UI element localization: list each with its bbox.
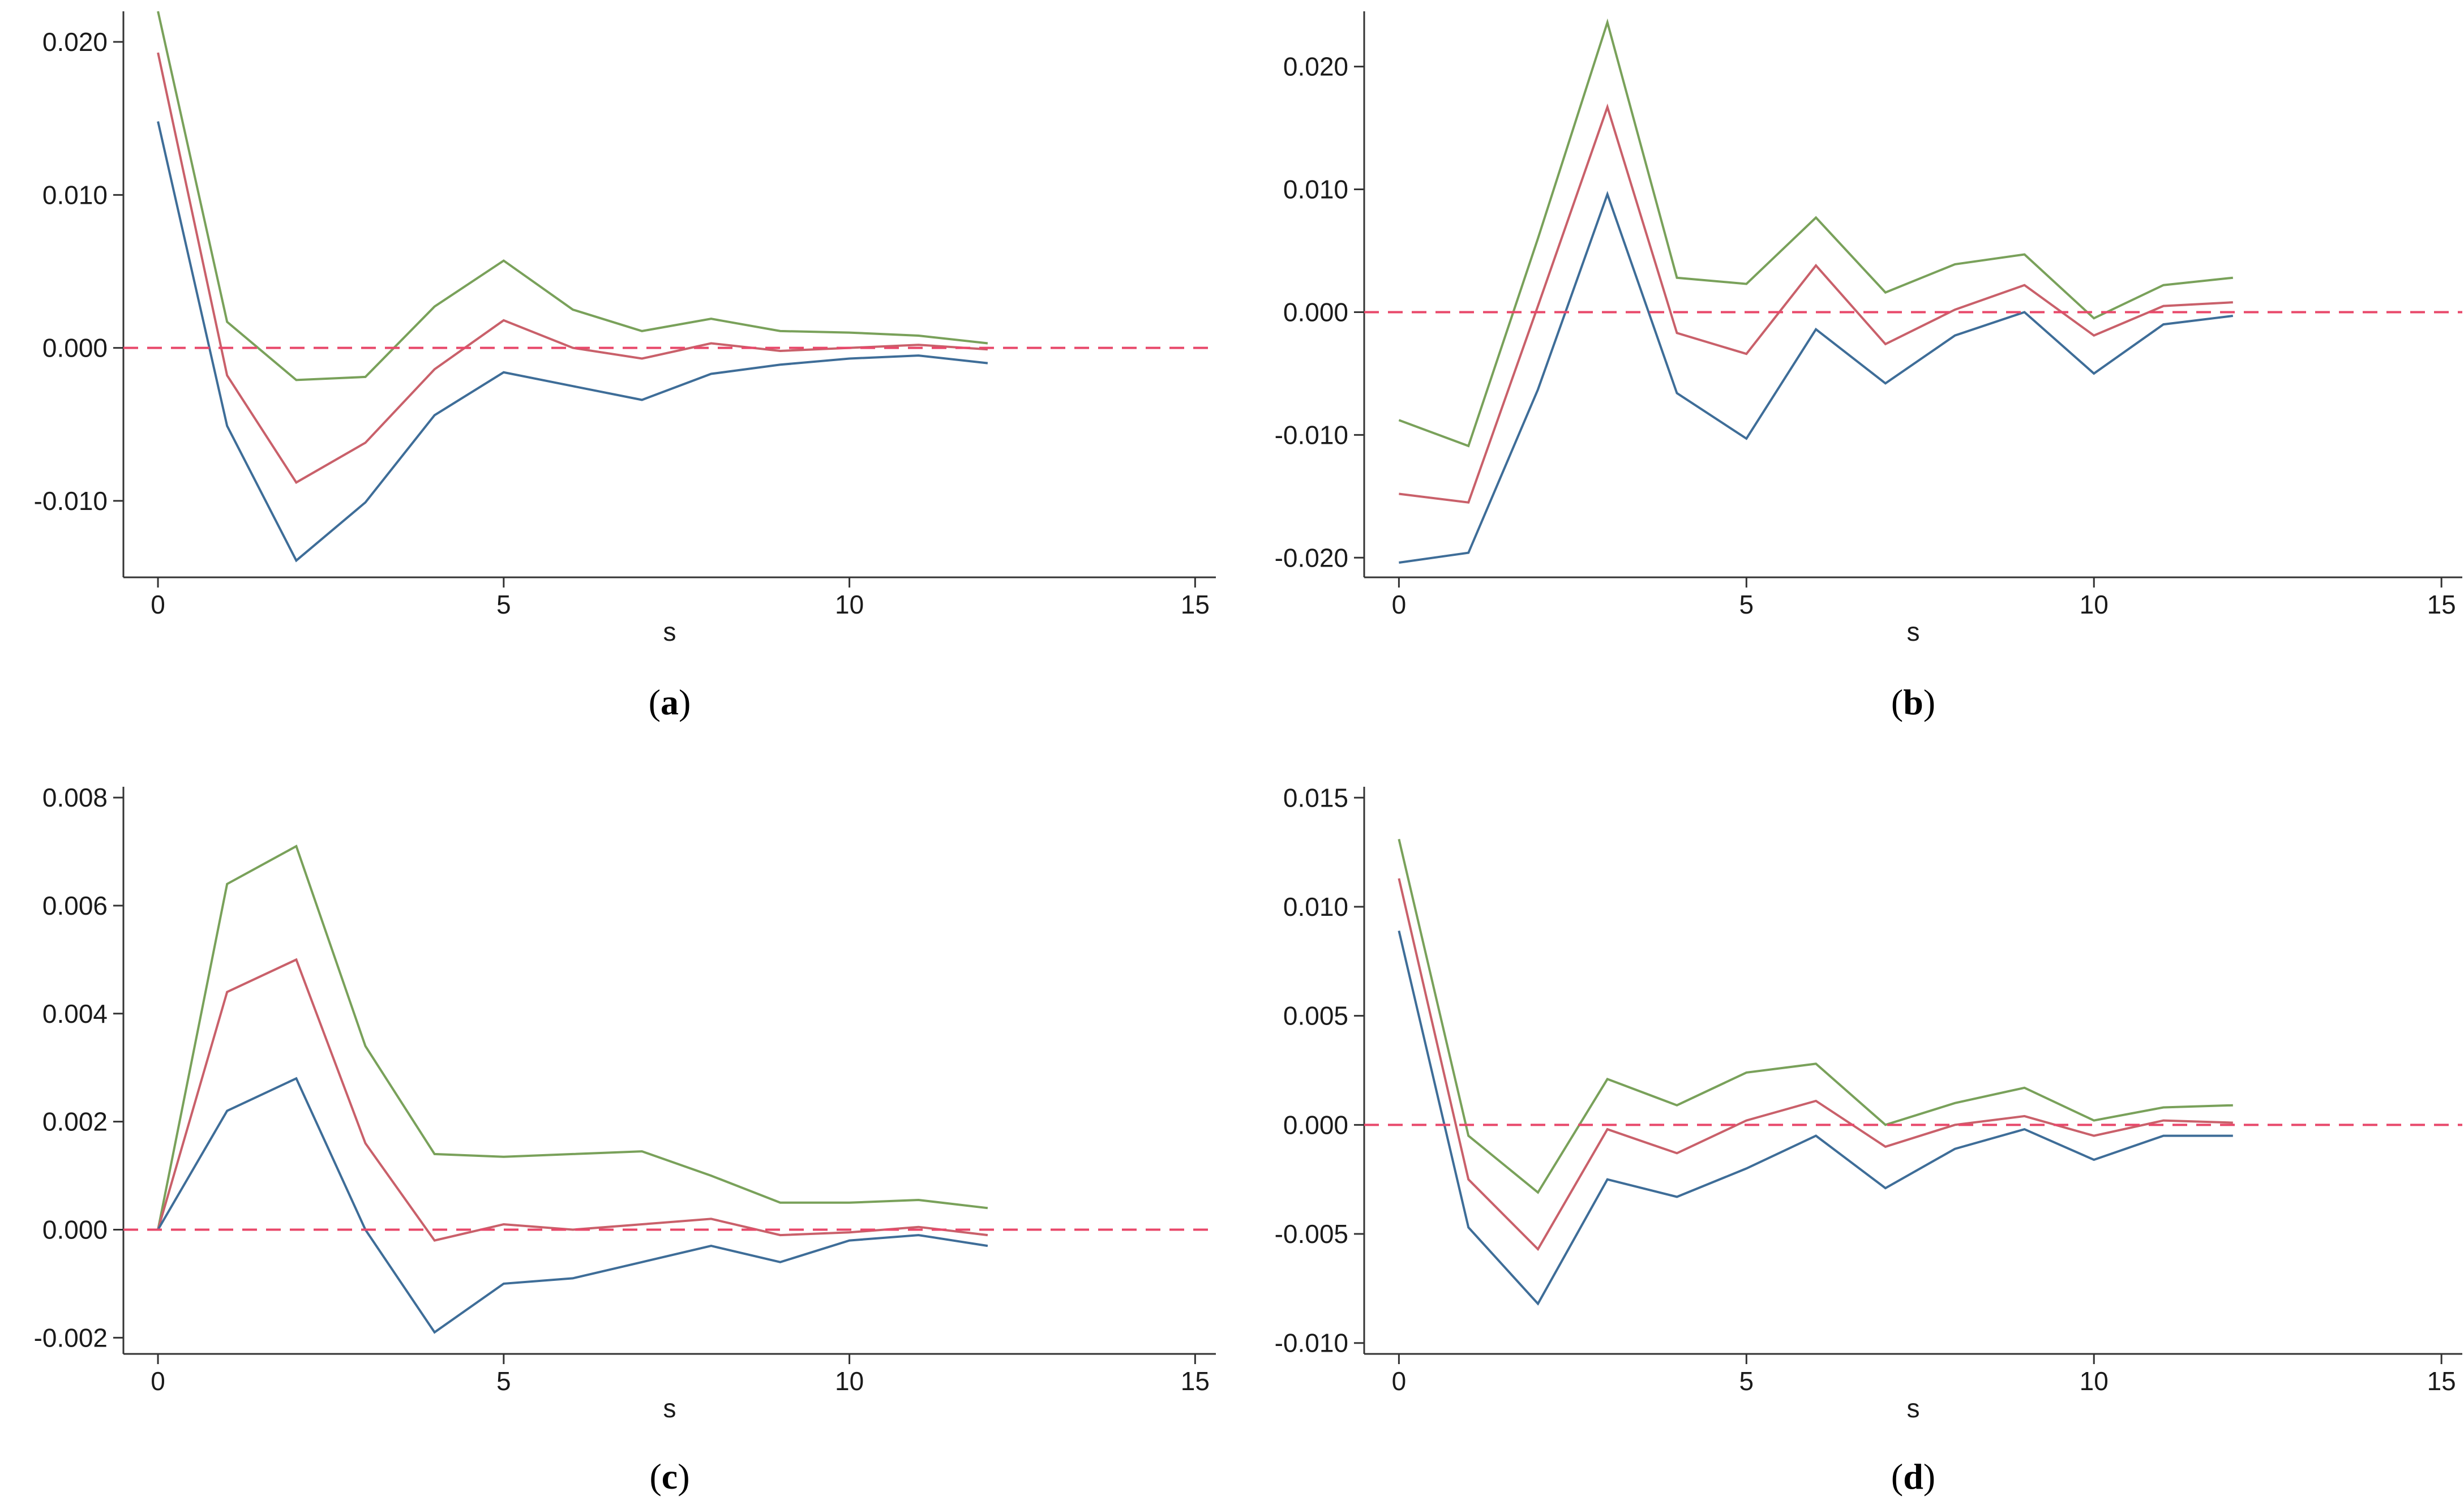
x-tick-label: 15 [2427,590,2456,619]
x-tick-label: 5 [1739,1366,1754,1396]
x-tick-label: 5 [496,1366,511,1396]
y-tick-label: -0.010 [1275,1328,1348,1358]
x-tick-label: 15 [1181,1366,1210,1396]
x-tick-label: 10 [835,1366,864,1396]
y-tick-label: 0.020 [1283,52,1348,82]
panel-caption-letter: a [661,682,679,722]
series-line-estimate [1399,103,2233,504]
x-tick-label: 0 [151,590,165,619]
y-tick-label: 0.000 [42,333,108,363]
y-tick-label: 0.000 [1283,1110,1348,1139]
y-tick-label: 0.005 [1283,1001,1348,1031]
panel-caption: (d) [1891,1456,1935,1497]
y-tick-label: -0.010 [34,486,108,516]
y-tick-label: -0.002 [34,1323,108,1352]
series-line-upper [1398,839,2233,1194]
y-tick-label: 0.000 [1283,297,1348,327]
y-tick-label: 0.004 [42,999,108,1028]
y-tick-label: 0.002 [42,1107,108,1137]
chart-panel-d: -0.010 -0.005 0.000 0.005 0.010 0.015 0 5 10 15 s (… [1275,783,2462,1497]
x-tick-label: 15 [2427,1366,2456,1396]
chart-panel-a: -0.010 0.000 0.010 0.020 0 5 10 15 s (a) [34,11,1216,722]
panel-caption-letter: d [1903,1456,1923,1497]
y-tick-label: 0.010 [1283,175,1348,204]
x-tick-label: 10 [2080,1366,2109,1396]
panel-caption-letter: c [662,1456,678,1497]
panel-caption-letter: b [1903,682,1923,722]
panel-caption: (a) [649,682,691,722]
y-tick-label: 0.020 [42,27,108,57]
series-line-upper [157,844,988,1230]
x-axis-title: s [1907,617,1920,646]
y-tick-label: -0.005 [1275,1219,1348,1249]
series-line-lower [1398,930,2233,1306]
x-tick-label: 5 [1739,590,1754,619]
series-line-estimate [1398,878,2233,1251]
y-tick-label: 0.010 [1283,892,1348,921]
y-tick-label: -0.020 [1275,543,1348,572]
series-line-lower [1399,191,2234,564]
x-tick-label: 0 [1392,590,1407,619]
y-tick-label: -0.010 [1275,420,1348,449]
x-axis-title: s [663,1394,676,1423]
x-tick-label: 15 [1181,590,1210,619]
y-tick-label: 0.010 [42,180,108,209]
chart-panel-b: -0.020 -0.010 0.000 0.010 0.020 0 5 10 15 s (b) [1275,11,2462,722]
x-tick-label: 10 [2080,590,2109,619]
y-tick-label: 0.000 [42,1215,108,1245]
series-line-lower [157,1077,988,1334]
series-line-upper [1398,18,2234,448]
series-line-lower [157,121,988,563]
y-tick-label: 0.006 [42,891,108,920]
series-line-upper [157,11,988,381]
panel-caption: (c) [649,1456,689,1497]
x-tick-label: 10 [835,590,864,619]
y-tick-label: 0.008 [42,783,108,812]
x-axis-title: s [1907,1394,1920,1423]
x-axis-title: s [663,617,676,646]
series-line-estimate [157,52,988,485]
chart-panel-c: -0.002 0.000 0.002 0.004 0.006 0.008 0 5 10 15 s (c… [34,783,1216,1497]
x-tick-label: 0 [1392,1366,1407,1396]
x-tick-label: 5 [496,590,511,619]
series-line-estimate [157,958,988,1242]
x-tick-label: 0 [151,1366,165,1396]
y-tick-label: 0.015 [1283,783,1348,812]
panel-caption: (b) [1891,682,1935,722]
